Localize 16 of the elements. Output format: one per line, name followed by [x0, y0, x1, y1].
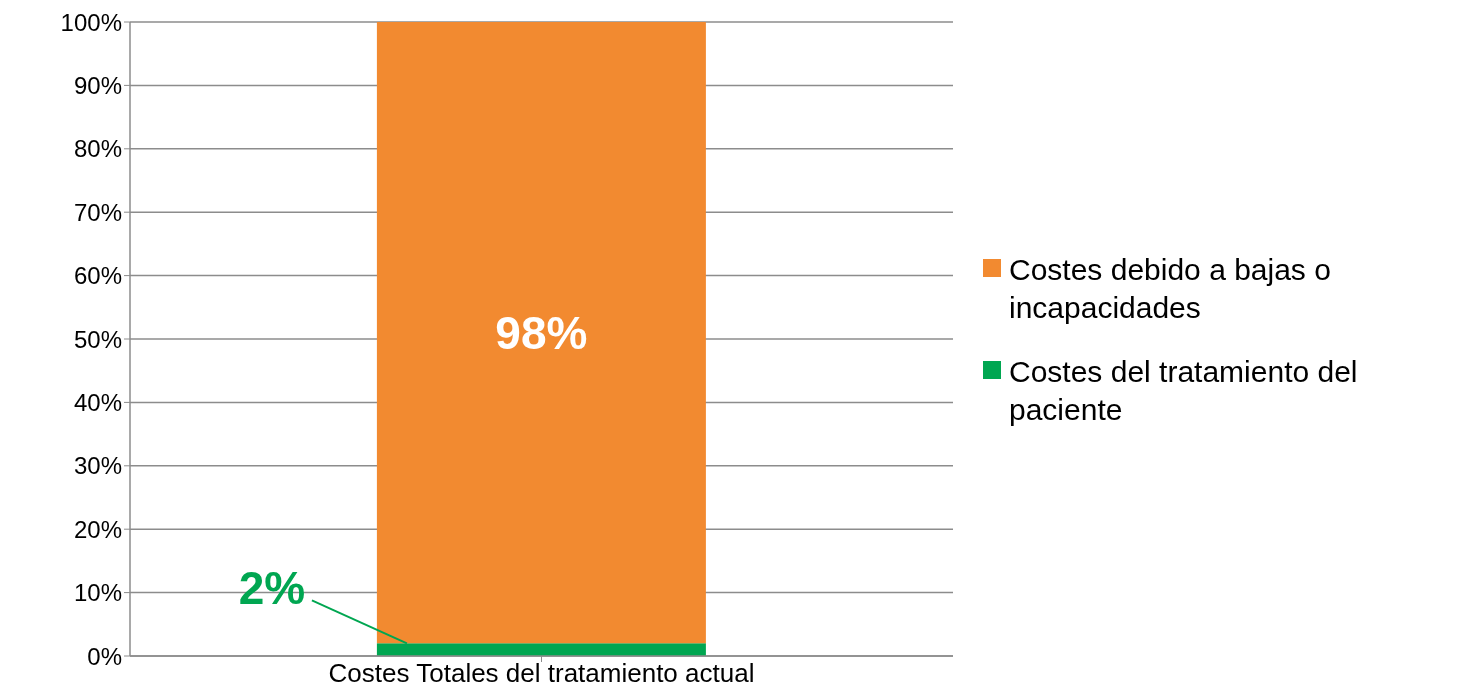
y-tick-label: 80% [73, 135, 122, 163]
y-tick-label: 100% [60, 8, 122, 36]
y-tick-label: 20% [73, 515, 122, 543]
legend-label: Costes del tratamiento del paciente [1009, 354, 1359, 428]
x-tick-label: Costes Totales del tratamiento actual [328, 658, 755, 689]
y-tick-label: 90% [73, 71, 122, 99]
y-tick-label: 60% [73, 262, 122, 290]
y-tick-label: 50% [73, 325, 122, 353]
y-tick-label: 10% [73, 579, 122, 607]
y-tick-label: 0% [87, 642, 122, 670]
y-tick-label: 70% [73, 198, 122, 226]
y-tick-label: 40% [73, 388, 122, 416]
data-label: 98% [495, 306, 588, 359]
legend-label: Costes debido a bajas o incapacidades [1009, 252, 1332, 326]
data-label: 2% [238, 562, 306, 615]
y-tick-label: 30% [73, 452, 122, 480]
